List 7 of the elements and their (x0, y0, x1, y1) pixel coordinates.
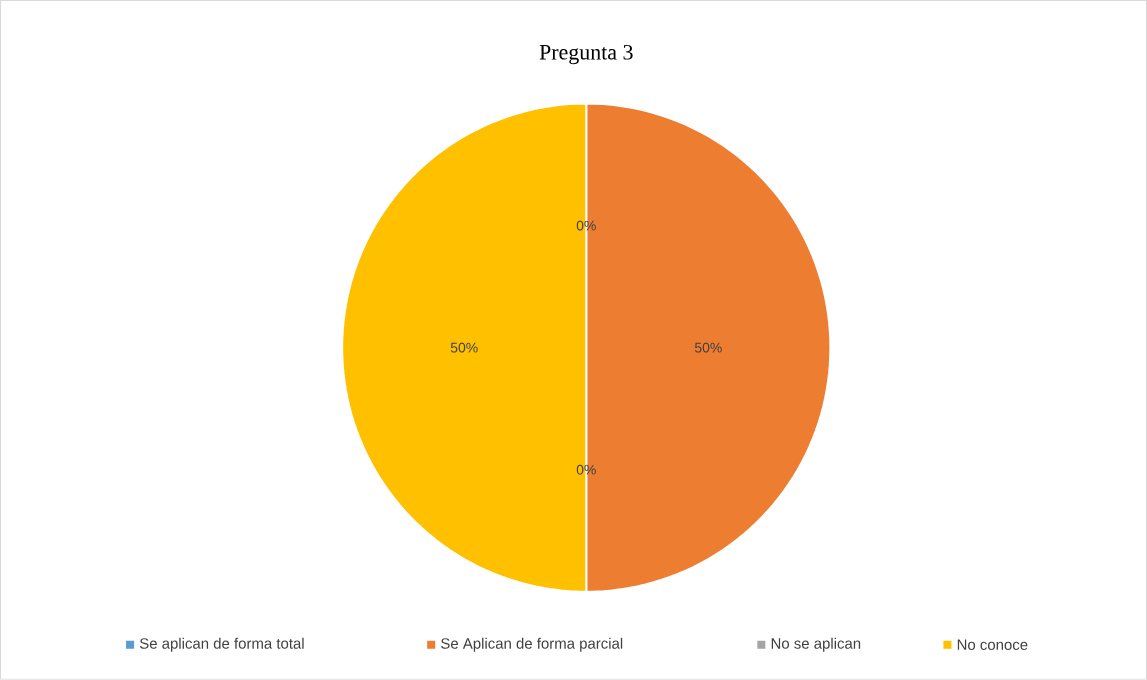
data-label: 50% (694, 342, 722, 353)
legend-label: Se aplican de forma total (139, 637, 304, 652)
data-label: 50% (450, 342, 478, 353)
legend-label: No conoce (957, 639, 1028, 651)
chart-title: Pregunta 3 (539, 44, 633, 65)
legend-label: Se Aplican de forma parcial (441, 637, 623, 652)
legend-label: No se aplican (771, 637, 861, 652)
